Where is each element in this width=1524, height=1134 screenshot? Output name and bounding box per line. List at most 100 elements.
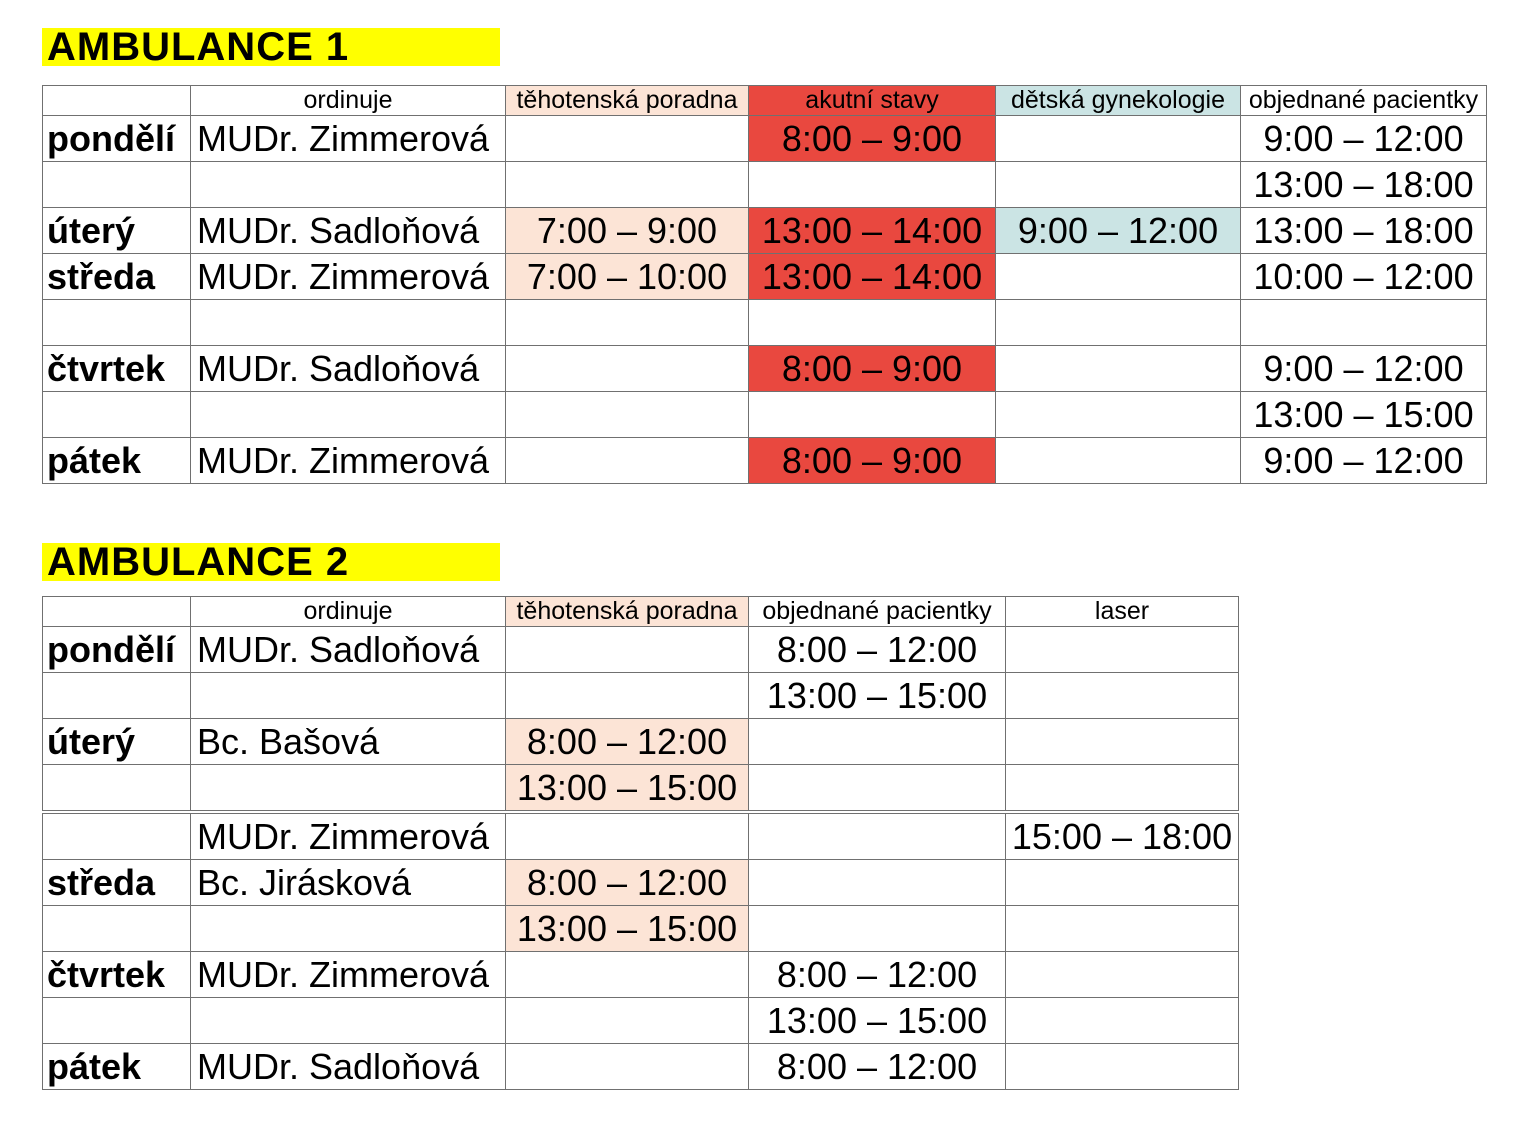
doctor-cell: MUDr. Zimmerová <box>190 951 506 998</box>
doctor-cell <box>190 672 506 719</box>
column-header: laser <box>1005 596 1239 627</box>
schedule-row: úterý MUDr. Sadloňová 7:00 – 9:00 13:00 – 1… <box>42 207 1487 254</box>
time-cell: 8:00 – 9:00 <box>748 345 996 392</box>
day-cell: pátek <box>42 437 191 484</box>
schedule-row: středa MUDr. Zimmerová 7:00 – 10:00 13:00 –… <box>42 253 1487 300</box>
day-cell: úterý <box>42 718 191 765</box>
time-cell: 7:00 – 9:00 <box>505 207 749 254</box>
time-cell: 8:00 – 12:00 <box>505 859 749 906</box>
time-cell: 15:00 – 18:00 <box>1005 813 1239 860</box>
schedule-row: úterý Bc. Bašová 8:00 – 12:00 <box>42 718 1239 765</box>
doctor-cell <box>190 299 506 346</box>
column-header: ordinuje <box>190 85 506 116</box>
time-cell <box>995 345 1241 392</box>
doctor-cell: MUDr. Zimmerová <box>190 437 506 484</box>
time-cell <box>1005 626 1239 673</box>
time-cell: 13:00 – 15:00 <box>748 672 1006 719</box>
day-cell: pondělí <box>42 626 191 673</box>
time-cell <box>505 345 749 392</box>
time-cell <box>505 161 749 208</box>
doctor-cell <box>190 764 506 811</box>
time-cell <box>748 859 1006 906</box>
doctor-cell <box>190 391 506 438</box>
doctor-cell: MUDr. Zimmerová <box>190 115 506 162</box>
time-cell: 13:00 – 15:00 <box>505 905 749 952</box>
spacer-row <box>42 810 1239 814</box>
time-cell <box>995 391 1241 438</box>
time-cell <box>748 391 996 438</box>
time-cell <box>748 299 996 346</box>
time-cell <box>748 718 1006 765</box>
column-header: dětská gynekologie <box>995 85 1241 116</box>
time-cell <box>995 115 1241 162</box>
time-cell <box>1005 997 1239 1044</box>
time-cell <box>995 161 1241 208</box>
ambulance2-schedule-table: ordinuje těhotenská poradna objednané paci… <box>42 596 1239 1090</box>
time-cell <box>505 299 749 346</box>
day-cell <box>42 997 191 1044</box>
time-cell: 13:00 – 18:00 <box>1240 161 1487 208</box>
day-cell: čtvrtek <box>42 951 191 998</box>
schedule-row: 13:00 – 18:00 <box>42 161 1487 208</box>
day-cell: úterý <box>42 207 191 254</box>
doctor-cell: MUDr. Sadloňová <box>190 1043 506 1090</box>
schedule-row: 13:00 – 15:00 <box>42 905 1239 952</box>
time-cell: 13:00 – 14:00 <box>748 207 996 254</box>
time-cell <box>505 1043 749 1090</box>
day-cell <box>42 672 191 719</box>
doctor-cell <box>190 997 506 1044</box>
time-cell <box>748 905 1006 952</box>
time-cell <box>995 437 1241 484</box>
ambulance1-title: AMBULANCE 1 <box>42 28 500 66</box>
time-cell <box>995 253 1241 300</box>
column-header: ordinuje <box>190 596 506 627</box>
time-cell <box>505 672 749 719</box>
time-cell <box>505 626 749 673</box>
doctor-cell <box>190 161 506 208</box>
time-cell <box>995 299 1241 346</box>
time-cell <box>1005 1043 1239 1090</box>
time-cell <box>1005 764 1239 811</box>
time-cell: 8:00 – 12:00 <box>505 718 749 765</box>
time-cell: 8:00 – 12:00 <box>748 626 1006 673</box>
schedule-row <box>42 299 1487 346</box>
time-cell <box>505 997 749 1044</box>
day-cell: pondělí <box>42 115 191 162</box>
day-cell <box>42 391 191 438</box>
time-cell: 8:00 – 9:00 <box>748 437 996 484</box>
ambulance2-title: AMBULANCE 2 <box>42 543 500 581</box>
doctor-cell: MUDr. Zimmerová <box>190 813 506 860</box>
time-cell: 9:00 – 12:00 <box>1240 115 1487 162</box>
column-header: akutní stavy <box>748 85 996 116</box>
day-cell <box>42 764 191 811</box>
schedule-row: pondělí MUDr. Zimmerová 8:00 – 9:00 9:00 – … <box>42 115 1487 162</box>
time-cell: 8:00 – 9:00 <box>748 115 996 162</box>
time-cell <box>748 813 1006 860</box>
schedule-row: čtvrtek MUDr. Sadloňová 8:00 – 9:00 9:00 – … <box>42 345 1487 392</box>
schedule-row: pátek MUDr. Sadloňová 8:00 – 12:00 <box>42 1043 1239 1090</box>
day-cell: středa <box>42 253 191 300</box>
spacer-cell <box>42 810 1239 814</box>
day-cell <box>42 299 191 346</box>
schedule-row: pátek MUDr. Zimmerová 8:00 – 9:00 9:00 – 12… <box>42 437 1487 484</box>
time-cell: 9:00 – 12:00 <box>995 207 1241 254</box>
time-cell: 9:00 – 12:00 <box>1240 437 1487 484</box>
time-cell <box>505 391 749 438</box>
time-cell <box>505 115 749 162</box>
column-header: těhotenská poradna <box>505 85 749 116</box>
day-cell: středa <box>42 859 191 906</box>
time-cell: 13:00 – 18:00 <box>1240 207 1487 254</box>
time-cell <box>1005 905 1239 952</box>
time-cell <box>505 813 749 860</box>
schedule-row: středa Bc. Jirásková 8:00 – 12:00 <box>42 859 1239 906</box>
time-cell: 9:00 – 12:00 <box>1240 345 1487 392</box>
day-cell <box>42 905 191 952</box>
time-cell: 8:00 – 12:00 <box>748 951 1006 998</box>
time-cell: 13:00 – 15:00 <box>748 997 1006 1044</box>
schedule-row: MUDr. Zimmerová 15:00 – 18:00 <box>42 813 1239 860</box>
time-cell <box>748 764 1006 811</box>
header-row: ordinuje těhotenská poradna akutní stavy dě… <box>42 85 1487 116</box>
time-cell <box>1005 951 1239 998</box>
day-cell: pátek <box>42 1043 191 1090</box>
column-header <box>42 85 191 116</box>
